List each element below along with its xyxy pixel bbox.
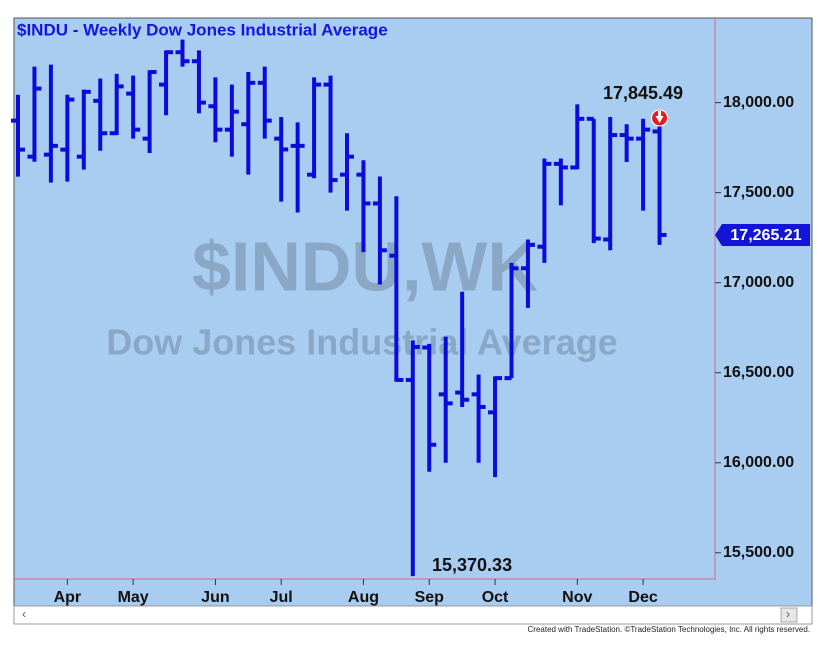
y-tick-label: 16,000.00: [723, 454, 794, 471]
x-tick-label: Jun: [201, 589, 229, 606]
x-tick-label: Aug: [348, 589, 379, 606]
watermark-subtitle: Dow Jones Industrial Average: [106, 322, 617, 363]
x-tick-label: Apr: [54, 589, 82, 606]
x-tick-label: Jul: [270, 589, 293, 606]
x-tick-label: Dec: [628, 589, 657, 606]
y-tick-label: 17,000.00: [723, 274, 794, 291]
footer: Created with TradeStation. ©TradeStation…: [528, 625, 811, 634]
last-price-tag: [715, 223, 810, 246]
y-tick-label: 17,500.00: [723, 184, 794, 201]
x-tick-label: Sep: [415, 589, 445, 606]
scroll-right[interactable]: [780, 607, 798, 623]
plot-area: [11, 39, 667, 577]
scrollbar[interactable]: [13, 605, 813, 625]
annotation: 15,370.33: [432, 555, 512, 575]
annotation: 17,845.49: [603, 83, 683, 103]
last-price-label: 17,265.21: [730, 227, 801, 244]
alert-arrow: [655, 111, 664, 123]
chart-title: $INDU - Weekly Dow Jones Industrial Aver…: [17, 20, 388, 39]
x-tick-label: Oct: [482, 589, 509, 606]
y-tick-label: 15,500.00: [723, 544, 794, 561]
y-tick-label: 16,500.00: [723, 364, 794, 381]
x-tick-label: Nov: [562, 589, 592, 606]
x-tick-label: May: [118, 589, 149, 606]
scroll-left[interactable]: ‹: [22, 607, 26, 621]
scroll-right-arrow: ›: [786, 607, 790, 621]
y-tick-label: 18,000.00: [723, 94, 794, 111]
